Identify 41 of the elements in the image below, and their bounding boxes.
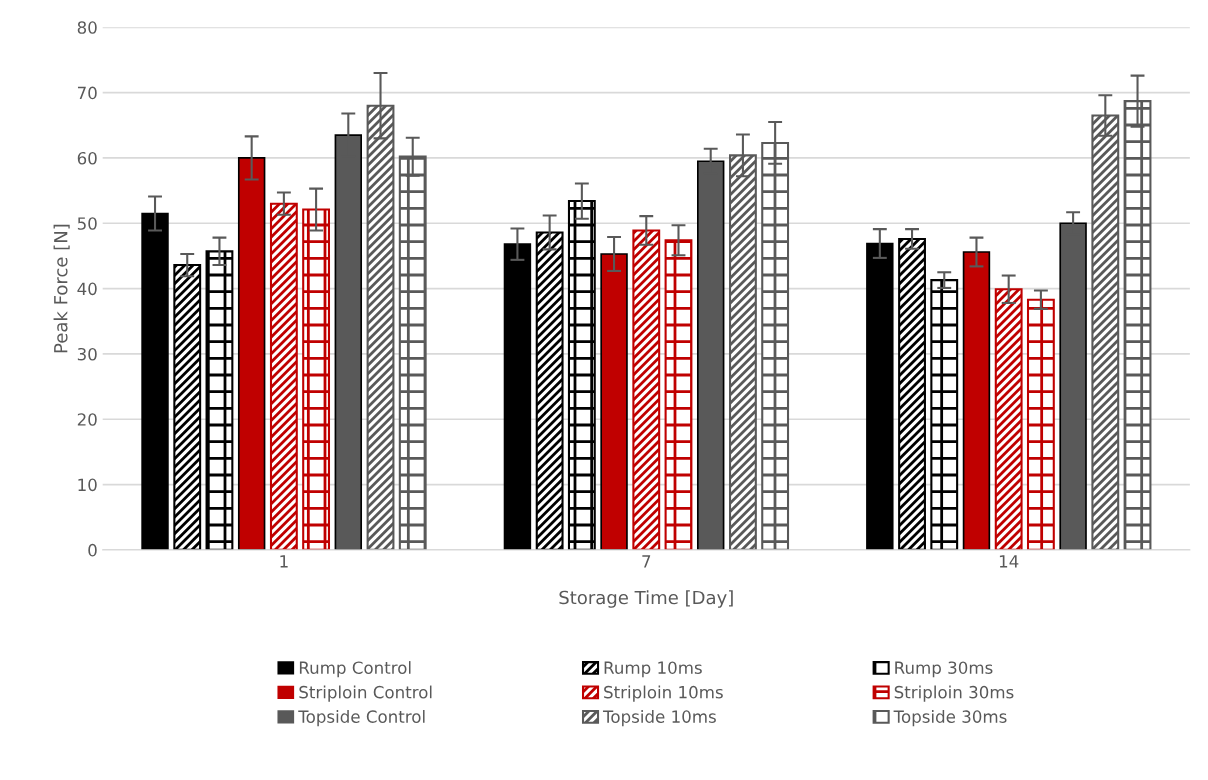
legend-label: Rump Control (299, 661, 411, 678)
bar (302, 208, 331, 550)
y-tick-label: 40 (77, 282, 97, 296)
legend-label: Striploin 30ms (894, 685, 1014, 702)
y-tick-label: 0 (88, 543, 97, 557)
legend-label: Striploin 10ms (604, 685, 723, 702)
legend-label: Rump 10ms (604, 661, 702, 678)
legend-label: Topside Control (298, 710, 425, 727)
x-tick-label: 14 (999, 555, 1019, 568)
y-tick-label: 60 (77, 151, 97, 165)
legend-label: Striploin Control (299, 685, 432, 702)
bar (930, 279, 959, 550)
y-tick-label: 20 (77, 413, 97, 426)
legend-label: Topside 30ms (893, 710, 1007, 727)
bar (632, 229, 661, 550)
bar (141, 212, 169, 550)
y-tick-label: 70 (77, 86, 97, 100)
bar (535, 231, 564, 550)
x-tick-label: 1 (280, 555, 288, 568)
bar (994, 288, 1023, 550)
y-tick-label: 30 (77, 347, 97, 361)
bar (962, 251, 991, 550)
bar (664, 239, 693, 550)
bar (173, 264, 202, 550)
bar (205, 250, 234, 550)
bar (1026, 298, 1055, 550)
y-tick-label: 80 (77, 21, 97, 34)
y-tick-label: 10 (78, 478, 97, 492)
bar (503, 243, 532, 550)
bar (866, 242, 894, 550)
x-axis-title: Storage Time [Day] (559, 590, 733, 608)
y-tick-label: 50 (77, 217, 97, 230)
bar (237, 157, 266, 550)
bar (567, 200, 596, 550)
y-axis-title: Peak Force [N] (53, 224, 70, 353)
bar (898, 237, 926, 550)
bar (600, 253, 628, 550)
legend-label: Topside 10ms (602, 710, 716, 727)
legend-label: Rump 30ms (895, 661, 993, 678)
x-tick-label: 7 (642, 555, 651, 568)
bar (269, 202, 298, 550)
